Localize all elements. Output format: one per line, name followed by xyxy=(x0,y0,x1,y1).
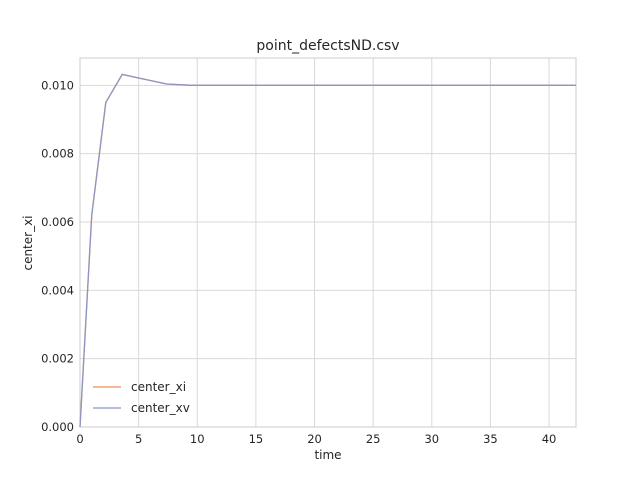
legend-label: center_xv xyxy=(131,401,190,415)
y-tick-label: 0.002 xyxy=(41,352,74,366)
x-tick-label: 20 xyxy=(307,432,322,446)
x-tick-label: 10 xyxy=(190,432,205,446)
chart-title: point_defectsND.csv xyxy=(256,38,399,54)
series-line-center-xi xyxy=(79,73,576,428)
y-tick-label: 0.010 xyxy=(41,78,74,92)
x-tick-label: 40 xyxy=(542,432,557,446)
tick-labels: 0 5 10 15 20 25 30 35 40 0.000 0.002 0.004 0.006 0.00… xyxy=(41,78,556,446)
legend: center_xi center_xv xyxy=(93,380,190,415)
plot-frame xyxy=(79,57,577,428)
series-line-center-xv xyxy=(79,73,576,428)
y-tick-label: 0.006 xyxy=(41,215,74,229)
series-group xyxy=(79,73,576,428)
y-axis-label: center_xi xyxy=(21,215,35,270)
y-tick-label: 0.008 xyxy=(41,147,74,161)
x-tick-label: 5 xyxy=(135,432,142,446)
x-tick-label: 35 xyxy=(483,432,498,446)
x-tick-label: 30 xyxy=(424,432,439,446)
x-axis-label: time xyxy=(314,448,341,462)
y-tick-label: 0.004 xyxy=(41,283,74,297)
y-tick-label: 0.000 xyxy=(41,420,74,434)
x-tick-label: 15 xyxy=(249,432,264,446)
legend-label: center_xi xyxy=(131,380,186,394)
x-tick-label: 25 xyxy=(366,432,381,446)
grid xyxy=(79,58,576,428)
x-tick-label: 0 xyxy=(76,432,83,446)
